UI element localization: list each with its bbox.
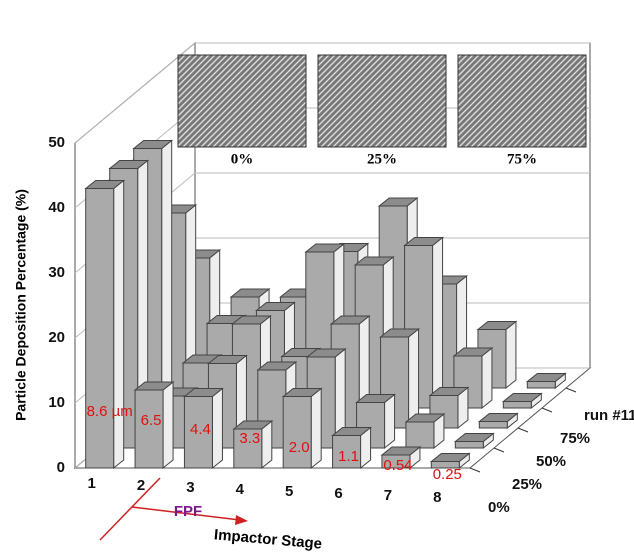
bar-side [433,238,443,409]
cutoff-label: 4.4 [190,421,211,438]
bar [86,181,124,469]
depth-tick [542,408,552,412]
y-tick-label: 40 [48,199,65,216]
bar-side [212,389,222,469]
inset-label: 0% [231,151,254,167]
bar-front [406,422,434,448]
cutoff-label: 3.3 [239,430,260,447]
x-tick-label: 4 [236,481,245,498]
cutoff-label: 6.5 [141,412,162,429]
bar-front [527,382,555,389]
fpf-arrowhead [235,515,248,525]
x-tick-label: 6 [334,485,342,502]
cutoff-label: 8.6 µm [87,403,133,420]
inset-label: 75% [507,151,537,167]
depth-tick [566,388,576,392]
grid-line [75,43,195,143]
bar [479,414,517,429]
y-tick-label: 30 [48,264,65,281]
bar [527,374,565,389]
x-tick-label: 2 [137,477,145,494]
cutoff-label: 1.1 [338,448,359,465]
legend-label: 0% [488,499,510,516]
bar [503,394,541,409]
depth-tick [494,448,504,452]
x-tick-label: 8 [433,489,441,506]
bar-front [455,442,483,449]
legend-label: 75% [560,430,590,447]
chart: Particle Deposition Percentage (%) Impac… [0,0,634,557]
x-tick-label: 3 [186,479,194,496]
bar [455,434,493,449]
legend-label: 50% [536,453,566,470]
x-tick-label: 1 [88,475,96,492]
sem-image [178,55,306,147]
sem-image [458,55,586,147]
bar-front [283,397,311,469]
cutoff-label: 0.54 [383,457,412,474]
bar-side [114,181,124,469]
x-tick-label: 5 [285,483,293,500]
y-tick-label: 50 [48,134,65,151]
cutoff-label: 0.25 [433,466,462,483]
x-tick-label: 7 [384,487,392,504]
bar-side [482,348,492,408]
bar-side [409,329,419,428]
x-axis-title: Impactor Stage [213,526,322,552]
y-tick-label: 20 [48,329,65,346]
legend-label: 25% [512,476,542,493]
fpf-label: FPF [174,503,202,520]
y-tick-label: 0 [57,459,65,476]
bar-front [86,189,114,469]
depth-tick [470,468,480,472]
bar-side [311,389,321,469]
inset-label: 25% [367,151,397,167]
bar [406,414,444,448]
bar-front [479,422,507,429]
bar-side [506,322,516,389]
y-axis-title: Particle Deposition Percentage (%) [13,189,29,421]
bar [283,389,321,469]
bar-front [135,390,163,468]
sem-image [318,55,446,147]
depth-tick [518,428,528,432]
legend-label: run #11 [584,407,634,424]
cutoff-label: 2.0 [289,439,310,456]
bar-front [503,402,531,409]
y-tick-label: 10 [48,394,65,411]
bar-side [163,382,173,468]
bar-side [385,395,395,449]
